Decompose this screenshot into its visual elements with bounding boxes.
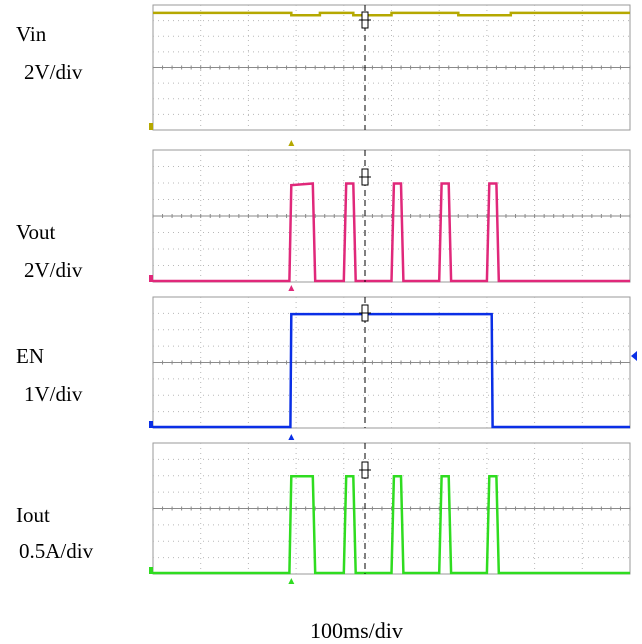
channel-panel-1 <box>149 4 631 146</box>
waveform-vin <box>153 11 630 17</box>
waveform-en <box>153 312 630 429</box>
channel-panel-2 <box>149 149 631 291</box>
ch2-name-label: Vout <box>16 220 56 244</box>
trigger-position-arrow <box>288 434 295 440</box>
trigger-position-arrow <box>288 285 295 291</box>
ch4-scale-label: 0.5A/div <box>19 539 94 563</box>
channel-panel-3 <box>149 296 631 440</box>
ground-marker <box>149 275 153 282</box>
waveform-iout <box>153 475 630 575</box>
ch1-name-label: Vin <box>16 22 47 46</box>
ground-marker <box>149 567 153 574</box>
ch3-scale-label: 1V/div <box>24 382 83 406</box>
trigger-level-marker <box>631 351 637 361</box>
timebase-label: 100ms/div <box>310 618 403 643</box>
ch2-scale-label: 2V/div <box>24 258 83 282</box>
grid <box>153 5 630 130</box>
trigger-position-arrow <box>288 578 295 584</box>
waveform-vout <box>153 182 630 283</box>
ch3-name-label: EN <box>16 344 44 368</box>
trigger-position-arrow <box>288 140 295 146</box>
ground-marker <box>149 421 153 428</box>
oscilloscope-screen <box>149 4 637 584</box>
ground-marker <box>149 123 153 130</box>
channel-panel-4 <box>149 442 631 584</box>
ch1-scale-label: 2V/div <box>24 60 83 84</box>
ch4-name-label: Iout <box>16 503 50 527</box>
